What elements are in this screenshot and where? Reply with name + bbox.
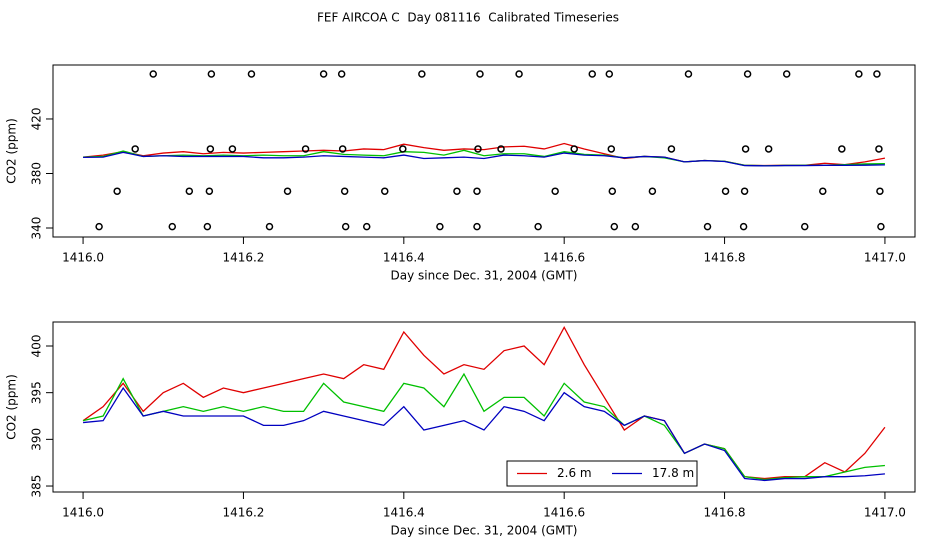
legend-label: 17.8 m [652,466,694,480]
y-axis-label: CO2 (ppm) [5,374,19,440]
calibration-point [337,70,346,78]
x-tick-label: 1416.6 [543,251,585,265]
calibration-point [113,187,121,195]
x-tick-label: 1416.6 [543,506,585,520]
calibration-point [341,222,350,231]
y-axis-label: CO2 (ppm) [5,118,19,184]
y-tick-label: 380 [30,162,44,185]
calibration-point [570,145,578,153]
series-line [83,142,886,167]
calibration-point [876,187,884,195]
calibration-point [855,70,863,78]
x-tick-label: 1416.8 [704,251,746,265]
calibration-point [149,70,157,78]
calibration-point [684,70,693,78]
calibration-point [205,187,214,195]
calibration-point [605,70,614,78]
x-tick-label: 1416.4 [383,251,425,265]
calibration-point [667,145,676,153]
calibration-point [453,187,461,195]
calibration-point [608,187,617,195]
calibration-point [782,70,791,78]
calibration-point [473,187,481,195]
calibration-point [131,145,139,153]
calibration-point [203,222,212,231]
calibration-point [739,222,748,231]
calibration-point [207,70,216,78]
calibration-point [648,187,657,195]
calibration-point [418,70,426,78]
calibration-point [607,145,616,153]
calibration-point [399,145,407,153]
calibration-point [873,70,881,78]
calibration-point [265,222,274,231]
x-tick-label: 1416.2 [222,251,264,265]
x-tick-label: 1417.0 [864,251,906,265]
calibration-point [473,222,481,231]
calibration-point [877,222,885,231]
calibration-point [610,222,619,231]
series-line [82,325,886,480]
calibration-point [819,187,827,195]
calibration-point [283,187,292,195]
x-axis-label: Day since Dec. 31, 2004 (GMT) [391,269,578,283]
calibration-point [95,222,103,231]
calibration-point [362,222,371,231]
calibration-point [703,222,712,231]
calibration-point [551,187,559,195]
calibration-point [631,222,640,231]
calibration-point [740,187,749,195]
plot-frame [52,64,916,238]
calibration-point [800,222,809,231]
calibration-point [875,145,883,153]
calibration-point [743,70,752,78]
calibration-point [185,187,194,195]
series-line [83,151,885,167]
series-line [82,372,885,481]
x-tick-label: 1417.0 [864,506,906,520]
x-tick-label: 1416.4 [383,506,425,520]
x-tick-label: 1416.0 [62,506,104,520]
calibration-point [474,145,482,153]
calibration-point [206,145,215,153]
calibration-point [168,222,177,231]
calibration-point [381,187,389,195]
calibration-point [436,222,444,231]
x-tick-label: 1416.0 [62,251,104,265]
chart-title: FEF AIRCOA C Day 081116 Calibrated Times… [317,11,619,25]
calibration-point [741,145,750,153]
plot-frame [52,321,916,493]
calibration-point [497,145,505,153]
y-tick-label: 340 [30,217,44,240]
y-tick-label: 400 [30,335,44,358]
y-tick-label: 385 [30,475,44,498]
calibration-point [228,145,237,153]
calibration-point [838,145,846,153]
calibration-point [476,70,484,78]
legend-label: 2.6 m [557,466,592,480]
calibration-point [319,70,328,78]
calibration-point [515,70,523,78]
calibration-point [338,145,347,153]
x-tick-label: 1416.8 [704,506,746,520]
y-tick-label: 395 [30,381,44,404]
calibration-point [764,145,773,153]
x-tick-label: 1416.2 [222,506,264,520]
calibration-point [588,70,597,78]
y-tick-label: 390 [30,428,44,451]
y-tick-label: 420 [30,108,44,131]
x-axis-label: Day since Dec. 31, 2004 (GMT) [391,524,578,538]
calibration-point [301,145,310,153]
calibration-point [247,70,256,78]
series-line [83,386,885,482]
calibration-point [340,187,349,195]
calibration-point [534,222,542,231]
calibration-point [721,187,730,195]
